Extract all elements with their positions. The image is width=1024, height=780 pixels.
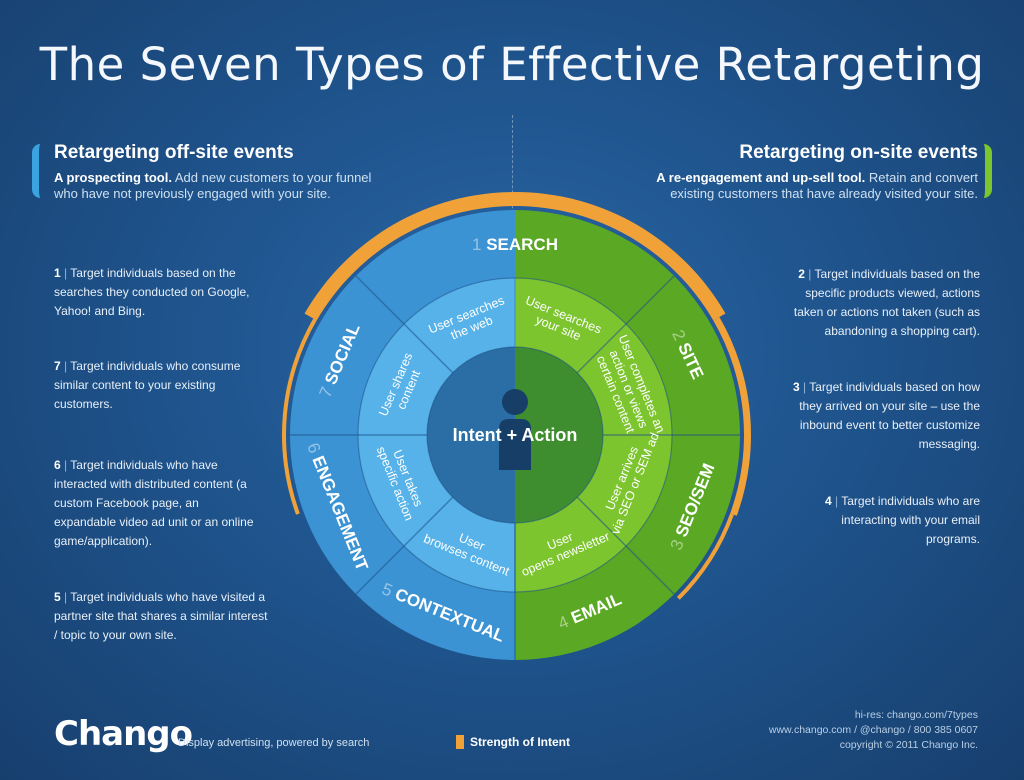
person-body-icon — [499, 419, 531, 470]
note-text: Target individuals who have visited a pa… — [54, 590, 268, 642]
note-text: Target individuals who consume similar c… — [54, 359, 241, 411]
onsite-description: A re-engagement and up-sell tool. Retain… — [638, 170, 978, 202]
offsite-heading: Retargeting off-site events — [54, 142, 294, 163]
person-icon — [502, 389, 528, 415]
center-offsite — [427, 347, 515, 523]
note-text: Target individuals who are interacting w… — [841, 494, 980, 546]
center-label: Intent + Action — [453, 425, 578, 445]
ring-border-mid — [357, 277, 673, 593]
segment-number: 4 — [555, 610, 575, 633]
segment-number: 6 — [303, 440, 326, 460]
offsite-lead: A prospecting tool. — [54, 170, 172, 185]
note-4: 4 | Target individuals who are interacti… — [824, 494, 980, 546]
onsite-heading: Retargeting on-site events — [739, 142, 978, 163]
note-6: 6 | Target individuals who have interact… — [54, 458, 254, 548]
note-5: 5 | Target individuals who have visited … — [54, 590, 268, 642]
note-number: 4 — [824, 494, 832, 508]
note-number: 5 — [54, 590, 61, 604]
onsite-lead: A re-engagement and up-sell tool. — [656, 170, 866, 185]
segment-number: 1 — [472, 235, 486, 254]
note-text: Target individuals who have interacted w… — [54, 458, 254, 548]
intent-arc-seo — [676, 513, 734, 600]
note-text: Target individuals based on how they arr… — [799, 380, 980, 451]
onsite-header: Retargeting on-site events A re-engageme… — [638, 142, 978, 202]
segment-number: 5 — [379, 579, 399, 602]
onsite-bracket — [975, 144, 992, 198]
note-text: Target individuals based on the searches… — [54, 266, 250, 318]
note-7: 7 | Target individuals who consume simil… — [54, 359, 241, 411]
note-number: 6 — [54, 458, 61, 472]
intent-arc-site — [713, 317, 751, 516]
segment-label-search: 1 SEARCH — [472, 235, 558, 254]
segment-number: 3 — [667, 533, 690, 553]
hires-link: hi-res: chango.com/7types — [854, 709, 978, 721]
offsite-body: Add new customers to your funnel who hav… — [54, 170, 372, 201]
inner-ring-offsite — [358, 278, 515, 592]
intent-arc-search — [304, 192, 726, 321]
note-text: Target individuals based on the specific… — [793, 267, 980, 338]
copyright: copyright © 2011 Chango Inc. — [839, 739, 978, 751]
chango-logo: Chango — [54, 714, 193, 754]
offsite-header: Retargeting off-site events A prospectin… — [54, 142, 384, 202]
contact-info: www.chango.com / @chango / 800 385 0607 — [768, 724, 978, 736]
note-number: 7 — [54, 359, 61, 373]
segment-name: SEARCH — [486, 235, 558, 254]
note-3: 3 | Target individuals based on how they… — [792, 380, 980, 451]
center-onsite — [515, 347, 603, 523]
note-number: 2 — [798, 267, 805, 281]
legend-strength-of-intent: Strength of Intent — [456, 735, 570, 749]
legend-swatch — [456, 735, 464, 749]
segment-number: 7 — [316, 380, 339, 400]
note-number: 1 — [54, 266, 61, 280]
note-2: 2 | Target individuals based on the spec… — [793, 267, 980, 338]
ring-border-inner — [426, 346, 604, 524]
offsite-bracket — [32, 144, 49, 198]
inner-ring-onsite — [515, 278, 672, 592]
offsite-description: A prospecting tool. Add new customers to… — [54, 170, 384, 202]
note-number: 3 — [792, 380, 800, 394]
outer-ring-offsite — [290, 210, 515, 660]
note-1: 1 | Target individuals based on the sear… — [54, 266, 250, 318]
footer-info: hi-res: chango.com/7types www.chango.com… — [769, 708, 978, 753]
outer-ring-onsite — [515, 210, 740, 660]
onsite-body: Retain and convert existing customers th… — [670, 170, 978, 201]
intent-arc-social — [282, 318, 317, 515]
page-title: The Seven Types of Effective Retargeting — [39, 38, 985, 91]
tagline: Display advertising, powered by search — [178, 737, 370, 749]
legend-label: Strength of Intent — [470, 735, 570, 749]
